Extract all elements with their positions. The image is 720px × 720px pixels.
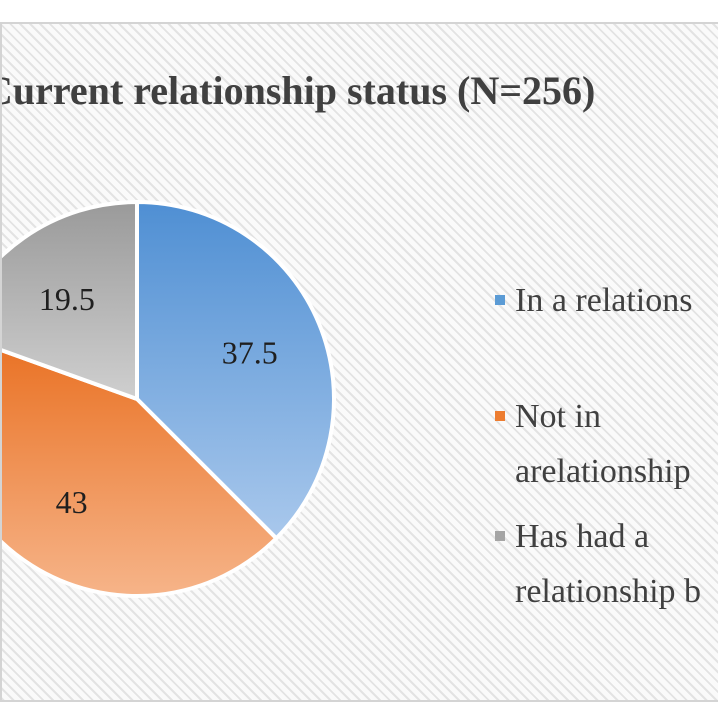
- pie-slice-2: [2, 200, 139, 401]
- legend-label-1: Not in arelationship: [515, 398, 691, 490]
- chart-title: Current relationship status (N=256): [2, 68, 595, 113]
- slice-value-label: 37.5: [222, 334, 278, 370]
- chart-frame: Current relationship status (N=256) 37.5…: [0, 22, 718, 702]
- slice-value-label: 19.5: [39, 281, 95, 317]
- legend-label-2: Has had a relationship b: [515, 518, 701, 610]
- legend-marker-2: [495, 531, 505, 541]
- legend-marker-0: [495, 295, 505, 305]
- pie-slice-1: [2, 348, 279, 598]
- legend-marker-1: [495, 411, 505, 421]
- legend: In a relations Not in arelationship Has had…: [495, 282, 701, 610]
- pie-slice-0: [135, 200, 336, 541]
- pie-slice-labels: 37.5 43 19.5: [39, 281, 278, 520]
- pie-slices: [2, 200, 336, 598]
- slice-value-label: 43: [56, 484, 88, 520]
- pie-chart: Current relationship status (N=256) 37.5…: [2, 68, 701, 610]
- legend-label-0: In a relations: [515, 282, 693, 319]
